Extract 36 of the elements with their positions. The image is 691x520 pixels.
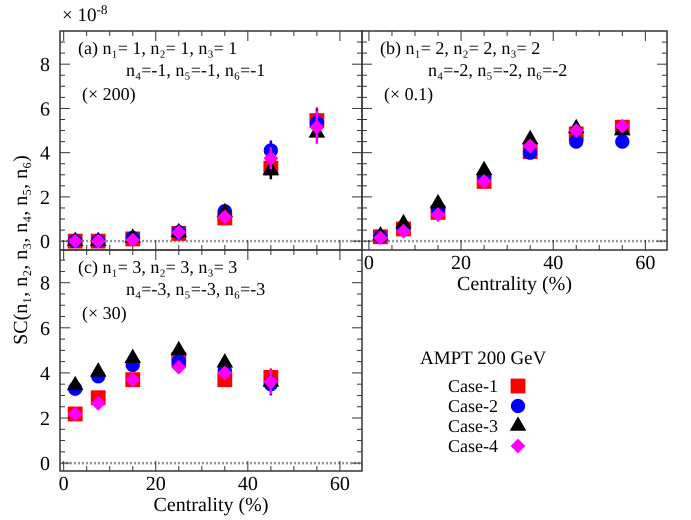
y-tick-label: 0 (40, 453, 50, 476)
annotation: (c) n₁= 3, n₂= 3, n₃= 3 (78, 257, 238, 277)
text: × 10$^{-8}$ (62, 2, 108, 26)
x-axis-title: Centrality (%) (154, 494, 268, 516)
y-axis-title: SC(n₁, n₂, n₃, n₄, n₅, n₆) (10, 155, 32, 345)
legend-label: Case-2 (448, 396, 498, 416)
legend-title: AMPT 200 GeV (420, 348, 547, 369)
y-tick-label: 6 (40, 318, 50, 340)
annotation: (× 30) (82, 303, 127, 323)
legend-label: Case-3 (448, 416, 498, 436)
x-tick-label: 0 (364, 252, 374, 274)
x-tick-label: 0 (58, 473, 69, 495)
y-tick-label: 8 (40, 272, 50, 295)
x-tick-label: 20 (451, 252, 472, 274)
x-tick-label: 40 (543, 252, 564, 274)
legend-label: Case-4 (448, 436, 498, 456)
y-tick-label: 2 (40, 186, 50, 209)
x-tick-label: 60 (635, 252, 656, 274)
x-axis-title: Centrality (%) (457, 273, 572, 295)
x-tick-label: 60 (330, 473, 350, 495)
y-tick-label: 0 (40, 231, 50, 254)
y-tick-label: 4 (40, 142, 50, 165)
y-tick-label: 6 (40, 98, 50, 120)
legend-label: Case-1 (448, 376, 498, 396)
y-tick-label: 4 (40, 362, 50, 385)
annotation: (a) n₁= 1, n₂= 1, n₃= 1 (78, 38, 238, 58)
annotation: (× 0.1) (384, 84, 434, 104)
x-tick-label: 20 (146, 473, 166, 495)
y-tick-label: 2 (40, 408, 50, 430)
annotation: n₄=-2, n₅=-2, n₆=-2 (428, 60, 568, 80)
annotation: n₄=-3, n₅=-3, n₆=-3 (126, 279, 266, 299)
annotation: (b) n₁= 2, n₂= 2, n₃= 2 (380, 38, 540, 58)
annotation: n₄=-1, n₅=-1, n₆=-1 (126, 60, 266, 80)
y-tick-label: 8 (40, 54, 50, 76)
x-tick-label: 40 (238, 473, 258, 495)
annotation: (× 200) (82, 84, 136, 104)
